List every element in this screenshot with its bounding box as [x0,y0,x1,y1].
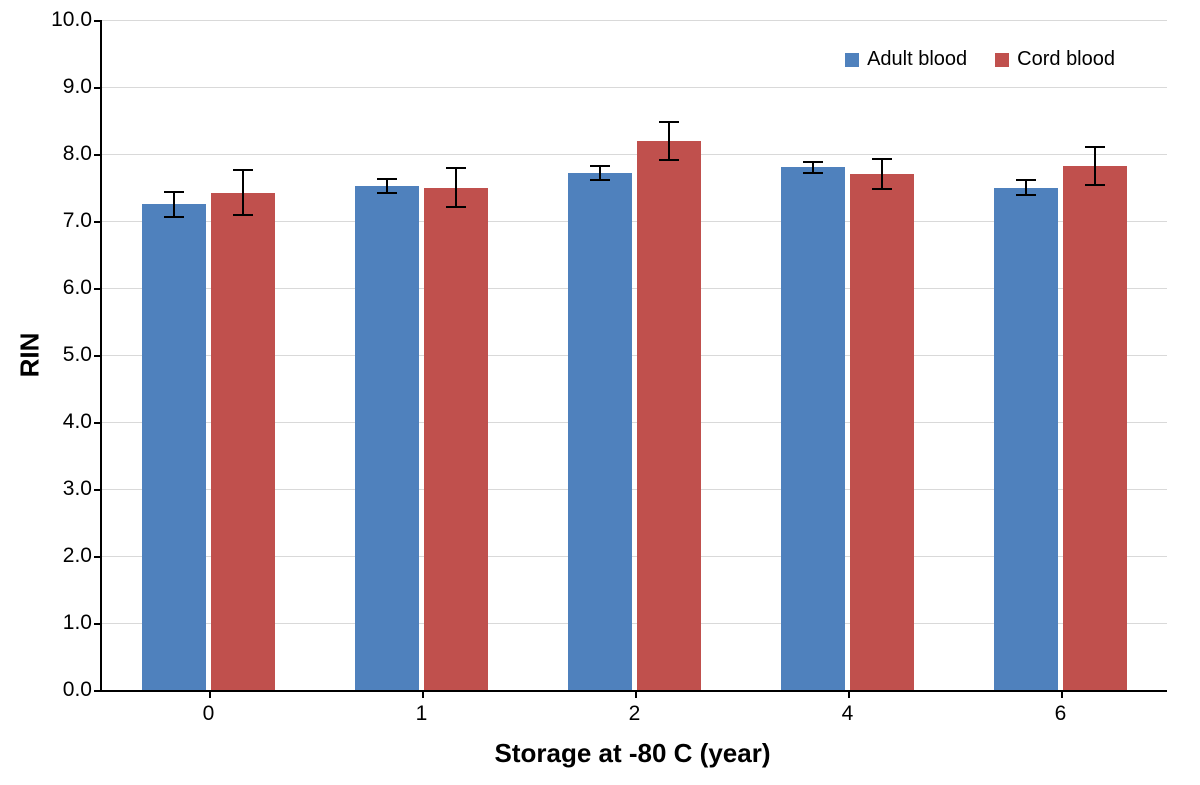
ytick-label: 2.0 [63,544,102,568]
x-axis-title: Storage at -80 C (year) [495,738,771,769]
xtick-label: 2 [629,690,641,726]
rin-bar-chart: 0.01.02.03.04.05.06.07.08.09.010.001246 … [0,0,1200,785]
ytick-label: 8.0 [63,142,102,166]
legend-item: Adult blood [845,48,967,71]
xtick-label: 0 [203,690,215,726]
plot-area: 0.01.02.03.04.05.06.07.08.09.010.001246 [100,20,1167,692]
ytick-label: 10.0 [51,8,102,32]
legend-swatch [995,53,1009,67]
ytick-label: 9.0 [63,75,102,99]
gridline [102,20,1167,21]
bar-cord-blood [637,141,701,690]
legend-label: Cord blood [1017,48,1115,71]
bar-adult-blood [142,204,206,690]
ytick-label: 1.0 [63,611,102,635]
ytick-label: 5.0 [63,343,102,367]
y-axis-title: RIN [15,333,46,378]
xtick-label: 4 [842,690,854,726]
bar-adult-blood [568,173,632,690]
bar-adult-blood [994,188,1058,691]
bar-cord-blood [424,188,488,691]
ytick-label: 0.0 [63,678,102,702]
bar-adult-blood [781,167,845,690]
ytick-label: 3.0 [63,477,102,501]
bar-cord-blood [850,174,914,690]
bar-cord-blood [1063,166,1127,690]
bar-adult-blood [355,186,419,690]
legend: Adult blood Cord blood [845,48,1115,71]
gridline [102,154,1167,155]
xtick-label: 1 [416,690,428,726]
ytick-label: 4.0 [63,410,102,434]
bar-cord-blood [211,193,275,690]
xtick-label: 6 [1055,690,1067,726]
legend-label: Adult blood [867,48,967,71]
ytick-label: 7.0 [63,209,102,233]
legend-swatch [845,53,859,67]
legend-item: Cord blood [995,48,1115,71]
gridline [102,87,1167,88]
ytick-label: 6.0 [63,276,102,300]
